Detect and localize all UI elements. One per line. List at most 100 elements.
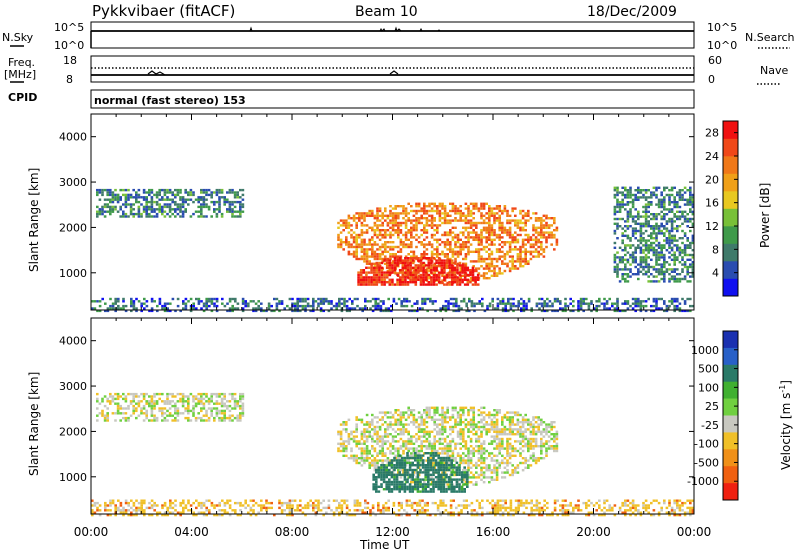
heatmap-cell — [655, 268, 658, 271]
heatmap-cell — [358, 461, 361, 465]
heatmap-cell — [166, 302, 169, 305]
heatmap-cell — [384, 207, 387, 210]
heatmap-cell — [106, 188, 109, 192]
heatmap-cell — [233, 397, 237, 401]
heatmap-cell — [555, 226, 559, 229]
heatmap-cell — [430, 233, 434, 237]
heatmap-cell — [652, 249, 656, 252]
heatmap-cell — [454, 457, 457, 460]
heatmap-cell — [458, 264, 462, 267]
heatmap-cell — [106, 193, 109, 197]
heatmap-cell — [681, 229, 684, 233]
heatmap-cell — [378, 428, 382, 431]
heatmap-cell — [210, 297, 214, 301]
heatmap-cell — [647, 205, 650, 209]
heatmap-cell — [466, 266, 470, 269]
heatmap-cell — [412, 413, 416, 417]
heatmap-cell — [415, 212, 418, 215]
heatmap-cell — [621, 201, 624, 204]
heatmap-cell — [652, 237, 656, 240]
heatmap-cell — [368, 425, 371, 429]
heatmap-cell — [454, 469, 457, 472]
heatmap-cell — [397, 452, 400, 455]
heatmap-cell — [670, 201, 674, 204]
heatmap-cell — [453, 281, 457, 284]
heatmap-cell — [647, 249, 650, 252]
heatmap-cell — [433, 435, 436, 438]
heatmap-cell — [462, 469, 465, 472]
heatmap-cell — [228, 208, 232, 211]
heatmap-cell — [359, 271, 363, 274]
heatmap-cell — [388, 261, 392, 265]
heatmap-cell — [516, 221, 520, 225]
heatmap-cell — [404, 281, 407, 284]
heatmap-cell — [469, 418, 473, 421]
heatmap-cell — [365, 278, 368, 281]
heatmap-cell — [339, 238, 343, 241]
heatmap-cell — [371, 445, 374, 448]
heatmap-cell — [184, 210, 187, 213]
heatmap-cell — [450, 281, 454, 284]
heatmap-cell — [482, 423, 486, 426]
heatmap-cell — [288, 297, 292, 301]
heatmap-cell — [469, 449, 473, 453]
heatmap-cell — [474, 281, 477, 284]
heatmap-cell — [514, 236, 517, 239]
heatmap-cell — [461, 278, 464, 281]
heatmap-cell — [410, 233, 413, 237]
heatmap-cell — [433, 449, 436, 453]
heatmap-cell — [116, 210, 120, 213]
heatmap-cell — [393, 264, 397, 267]
heatmap-cell — [472, 406, 475, 409]
heatmap-cell — [244, 304, 247, 308]
heatmap-cell — [440, 266, 444, 269]
heatmap-cell — [365, 260, 369, 263]
heatmap-cell — [132, 412, 135, 415]
heatmap-cell — [516, 241, 520, 244]
heatmap-cell — [174, 407, 177, 410]
heatmap-cell — [488, 248, 491, 251]
heatmap-cell — [647, 225, 650, 228]
heatmap-cell — [389, 248, 392, 251]
heatmap-cell — [218, 188, 221, 192]
heatmap-cell — [524, 238, 527, 241]
heatmap-cell — [689, 193, 692, 197]
heatmap-cell — [621, 268, 624, 271]
heatmap-cell — [218, 402, 221, 405]
heatmap-cell — [397, 447, 400, 450]
heatmap-cell — [174, 309, 177, 313]
heatmap-cell — [482, 428, 486, 431]
heatmap-cell — [124, 304, 128, 308]
heatmap-cell — [670, 222, 674, 225]
heatmap-cell — [398, 261, 402, 265]
heatmap-cell — [506, 464, 509, 467]
heatmap-cell — [660, 307, 663, 310]
heatmap-cell — [519, 245, 522, 249]
heatmap-cell — [647, 268, 650, 271]
heatmap-cell — [423, 224, 426, 227]
heatmap-cell — [394, 214, 397, 217]
heatmap-cell — [451, 202, 455, 205]
heatmap-cell — [179, 191, 182, 194]
heatmap-cell — [368, 248, 371, 251]
heatmap-cell — [423, 238, 426, 241]
heatmap-cell — [503, 428, 507, 431]
heatmap-cell — [691, 261, 695, 264]
heatmap-cell — [145, 409, 148, 413]
heatmap-cell — [668, 277, 671, 281]
heatmap-cell — [412, 229, 416, 232]
heatmap-cell — [412, 250, 416, 253]
heatmap-cell — [365, 413, 369, 417]
heatmap-cell — [501, 229, 504, 232]
heatmap-cell — [127, 196, 130, 199]
heatmap-cell — [637, 189, 640, 192]
heatmap-cell — [490, 413, 494, 417]
heatmap-cell — [508, 250, 512, 253]
heatmap-cell — [519, 461, 522, 465]
heatmap-cell — [462, 233, 465, 237]
heatmap-cell — [207, 205, 211, 209]
heatmap-cell — [613, 213, 617, 216]
heatmap-cell — [402, 221, 405, 225]
heatmap-cell — [399, 241, 403, 244]
heatmap-cell — [660, 253, 663, 257]
